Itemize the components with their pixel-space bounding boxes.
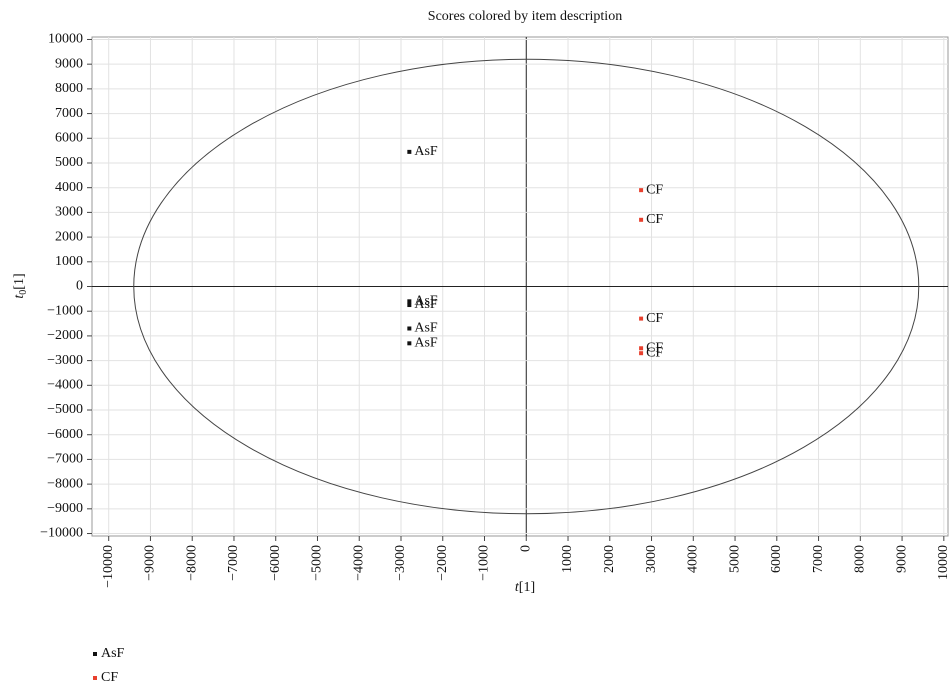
point xyxy=(639,346,644,351)
point xyxy=(407,149,412,154)
legend-swatch xyxy=(93,652,97,656)
x-tick-label: 2000 xyxy=(602,545,617,573)
x-tick-label: 7000 xyxy=(811,545,826,573)
y-tick-label: 7000 xyxy=(55,106,83,121)
x-tick-label: 5000 xyxy=(727,545,742,573)
y-tick-label: −1000 xyxy=(47,303,83,318)
x-tick-label: 6000 xyxy=(769,545,784,573)
point xyxy=(407,326,412,331)
x-tick-label: 0 xyxy=(518,545,533,552)
y-tick-label: −6000 xyxy=(47,427,83,442)
y-tick-label: −10000 xyxy=(40,526,83,541)
legend-label: AsF xyxy=(101,646,125,661)
point-label: AsF xyxy=(414,336,438,351)
x-tick-label: 10000 xyxy=(936,545,951,580)
y-tick-label: 0 xyxy=(76,279,83,294)
x-tick-label: −1000 xyxy=(477,545,492,581)
y-tick-label: −2000 xyxy=(47,328,83,343)
y-tick-label: 2000 xyxy=(55,229,83,244)
y-label-subscript: 0 xyxy=(18,290,29,295)
y-tick-label: −9000 xyxy=(47,501,83,516)
x-tick-label: −9000 xyxy=(143,545,158,581)
x-tick-label: 1000 xyxy=(560,545,575,573)
legend-label: CF xyxy=(101,670,118,685)
point-label: CF xyxy=(646,345,663,360)
legend-swatch xyxy=(93,676,97,680)
point xyxy=(639,351,644,356)
point-label: CF xyxy=(646,340,663,355)
y-tick-label: 1000 xyxy=(55,254,83,269)
y-tick-label: 5000 xyxy=(55,155,83,170)
x-axis-label: t[1] xyxy=(515,580,535,595)
y-tick-label: 6000 xyxy=(55,131,83,146)
point xyxy=(639,316,644,321)
point xyxy=(407,341,412,346)
y-tick-label: 10000 xyxy=(48,32,83,47)
y-tick-label: −7000 xyxy=(47,452,83,467)
x-label-suffix: [1] xyxy=(519,580,535,595)
point-label: AsF xyxy=(414,321,438,336)
point-label: CF xyxy=(646,182,663,197)
y-tick-label: −5000 xyxy=(47,402,83,417)
y-tick-label: −8000 xyxy=(47,476,83,491)
point xyxy=(407,303,412,308)
x-tick-label: −8000 xyxy=(184,545,199,581)
point xyxy=(407,299,412,304)
y-tick-label: 3000 xyxy=(55,205,83,220)
x-tick-label: −3000 xyxy=(393,545,408,581)
y-axis-label: t0[1] xyxy=(12,273,29,298)
y-tick-label: −3000 xyxy=(47,353,83,368)
confidence-ellipse xyxy=(133,58,920,515)
point-label: CF xyxy=(646,311,663,326)
x-tick-label: 8000 xyxy=(853,545,868,573)
y-label-symbol: t xyxy=(12,294,27,299)
point xyxy=(639,188,644,193)
x-tick-label: −7000 xyxy=(226,545,241,581)
x-tick-label: −4000 xyxy=(351,545,366,581)
x-tick-label: 3000 xyxy=(644,545,659,573)
x-tick-label: −6000 xyxy=(268,545,283,581)
y-tick-label: 9000 xyxy=(55,56,83,71)
chart-title: Scores colored by item description xyxy=(428,9,622,24)
point xyxy=(639,217,644,222)
x-tick-label: −5000 xyxy=(310,545,325,581)
x-tick-label: 4000 xyxy=(686,545,701,573)
y-tick-label: 8000 xyxy=(55,81,83,96)
y-tick-label: −4000 xyxy=(47,378,83,393)
y-label-suffix: [1] xyxy=(12,273,27,289)
y-tick-label: 4000 xyxy=(55,180,83,195)
point-label: AsF xyxy=(414,144,438,159)
x-tick-label: 9000 xyxy=(894,545,909,573)
x-tick-label: −10000 xyxy=(101,545,116,588)
x-tick-label: −2000 xyxy=(435,545,450,581)
point-label: AsF xyxy=(414,297,438,312)
x-label-symbol: t xyxy=(515,580,520,595)
point-label: CF xyxy=(646,212,663,227)
point-label: AsF xyxy=(414,294,438,309)
